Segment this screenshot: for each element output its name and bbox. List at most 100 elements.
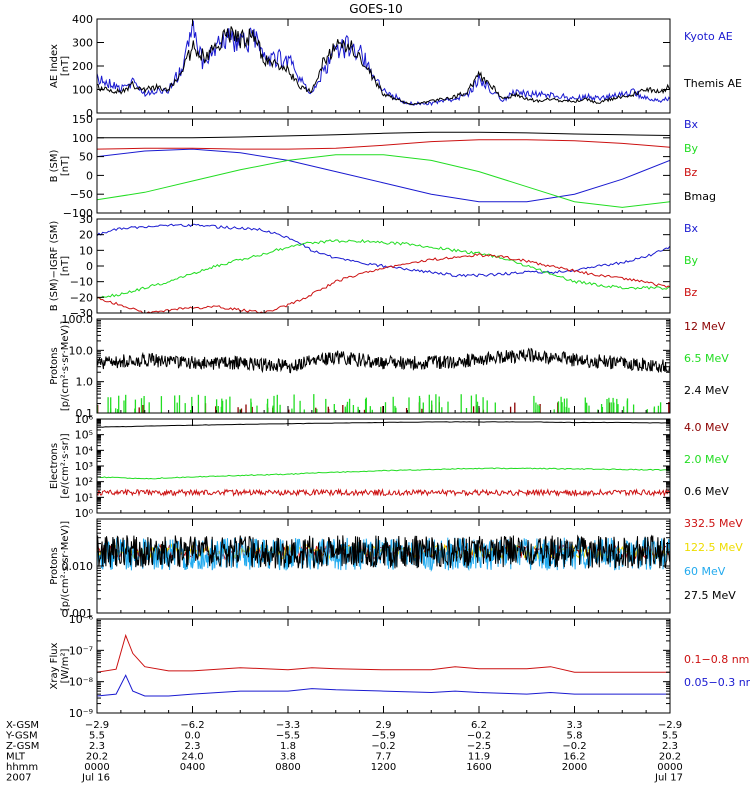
y-tick-label: 200	[72, 60, 93, 73]
x-row-value: −2.9	[658, 720, 682, 731]
panel-bigrf: −30 −20 −10 0 10 20 30 B (SM)−IGRF (SM) [nT] Bx By…	[49, 213, 699, 320]
panel-electrons-data	[97, 421, 670, 498]
y-axis-label: [p/(cm²·s·sr·MeV)]	[60, 521, 71, 611]
y-tick-label: −30	[70, 307, 93, 320]
legend-entry: 12 MeV	[684, 320, 726, 333]
x-row-value: −0.2	[371, 741, 395, 752]
y-tick-label: 20	[79, 229, 93, 242]
y-tick-label: 100	[72, 84, 93, 97]
y-axis-label: [nT]	[60, 56, 71, 76]
series-bigrf-by	[97, 238, 670, 299]
x-row-value: 24.0	[181, 752, 203, 763]
y-tick-label: 0.001	[62, 607, 94, 620]
y-tick-label: 0.010	[62, 560, 94, 573]
y-tick-label: 100.0	[62, 313, 94, 326]
y-tick-label: 0.1	[76, 407, 94, 420]
series-protons1-6-5-mev	[97, 394, 662, 413]
x-row-value: 0000	[84, 762, 109, 773]
panel-protons1-data	[97, 347, 670, 413]
y-tick-label: 10²	[75, 476, 93, 489]
y-axis-label: Xray Flux	[49, 642, 60, 689]
y-tick-label: 10⁻⁷	[69, 644, 93, 657]
x-row-label: hhmm	[6, 762, 38, 773]
x-row-value: 6.2	[471, 720, 487, 731]
y-tick-label: 400	[72, 13, 93, 26]
legend-entry: Bz	[684, 286, 698, 299]
series-ae-kyoto-ae	[97, 20, 670, 107]
series-bsm-bmag	[97, 131, 670, 139]
y-tick-label: −10	[70, 276, 93, 289]
x-row-value: 11.9	[468, 752, 490, 763]
legend-entry: 60 MeV	[684, 565, 726, 578]
x-row-value: −3.3	[276, 720, 300, 731]
y-axis-label: [p/(cm²·s·sr·MeV)]	[60, 321, 71, 411]
panel-frame	[96, 218, 671, 314]
x-row-value: 5.5	[662, 731, 678, 742]
legend-entry: 2.0 MeV	[684, 453, 729, 466]
x-row-value: −5.9	[371, 731, 395, 742]
y-tick-label: 0	[86, 107, 93, 120]
x-row-value: −0.2	[467, 731, 491, 742]
legend-entry: 0.1−0.8 nm	[684, 653, 749, 666]
x-row-value: 16.2	[563, 752, 585, 763]
panel-bsm-data	[97, 131, 670, 208]
y-tick-label: 10⁻⁹	[69, 707, 93, 720]
x-row-value: −0.2	[562, 741, 586, 752]
x-row-value: 2.3	[89, 741, 105, 752]
x-row-value: 0000	[657, 762, 682, 773]
legend-entry: By	[684, 254, 699, 267]
y-tick-label: 150	[72, 113, 93, 126]
panel-frame	[96, 618, 671, 714]
legend-entry: 0.6 MeV	[684, 485, 729, 498]
y-tick-label: 100	[72, 132, 93, 145]
y-tick-label: 300	[72, 37, 93, 50]
x-row-value: 2.3	[185, 741, 201, 752]
legend-entry: 6.5 MeV	[684, 352, 729, 365]
panel-protons1: 0.1 1.0 10.0 100.0 Protons [p/(cm²·s·sr·MeV)]…	[49, 313, 729, 420]
y-tick-label: 10⁻⁸	[69, 676, 94, 689]
y-axis-label: [W/m²]	[60, 648, 71, 683]
y-tick-label: −50	[70, 188, 93, 201]
y-tick-label: 1.0	[76, 376, 94, 389]
x-row-label: X-GSM	[6, 720, 39, 731]
y-tick-label: 10⁵	[75, 429, 93, 442]
x-row-value: 0800	[275, 762, 300, 773]
x-row-value: 3.3	[567, 720, 583, 731]
x-axis-table: X-GSM −2.9 −6.2 −3.3 2.9 6.2 3.3 −2.9 Y-GSM 5.5 0.…	[5, 720, 683, 784]
series-bigrf-bz	[97, 253, 670, 313]
x-row-value: −2.5	[467, 741, 491, 752]
x-row-label: Y-GSM	[5, 731, 38, 742]
legend-entry: 0.05−0.3 nm	[684, 676, 750, 689]
x-row-value: 2.9	[376, 720, 392, 731]
y-tick-label: 10	[79, 244, 93, 257]
x-row-value: 3.8	[280, 752, 296, 763]
y-tick-label: 50	[79, 151, 93, 164]
y-axis-label: B (SM)−IGRF (SM)	[49, 221, 60, 312]
y-axis-label: [nT]	[60, 156, 71, 176]
x-row-value: 2.3	[662, 741, 678, 752]
y-tick-label: 10⁶	[75, 413, 94, 426]
y-axis-label: B (SM)	[49, 149, 60, 182]
y-tick-label: 10⁴	[75, 444, 94, 457]
legend-entry: Themis AE	[683, 77, 742, 90]
y-axis-label: Electrons	[49, 443, 60, 489]
legend-entry: Bx	[684, 222, 699, 235]
panel-bsm: −100 −50 0 50 100 150 B (SM) [nT] Bx By Bz Bmag	[49, 113, 716, 220]
y-tick-label: −100	[63, 207, 93, 220]
y-tick-label: 10.0	[69, 344, 94, 357]
y-axis-label: Protons	[49, 547, 60, 584]
panel-electrons: 10⁰ 10¹ 10² 10³ 10⁴ 10⁵ 10⁶ Electrons [e/(cm²·s·…	[49, 413, 729, 520]
x-row-value: Jul 17	[654, 773, 683, 784]
x-row-value: 20.2	[86, 752, 108, 763]
legend-entry: Kyoto AE	[684, 30, 733, 43]
x-row-value: Jul 16	[81, 773, 110, 784]
series-ae-themis-ae	[97, 26, 670, 106]
panel-xray-data	[97, 633, 670, 697]
x-row-value: 5.5	[89, 731, 105, 742]
series-protons2-27-5-mev	[97, 534, 670, 569]
series-protons2-60-mev	[97, 537, 670, 573]
panel-bigrf-data	[97, 223, 670, 313]
